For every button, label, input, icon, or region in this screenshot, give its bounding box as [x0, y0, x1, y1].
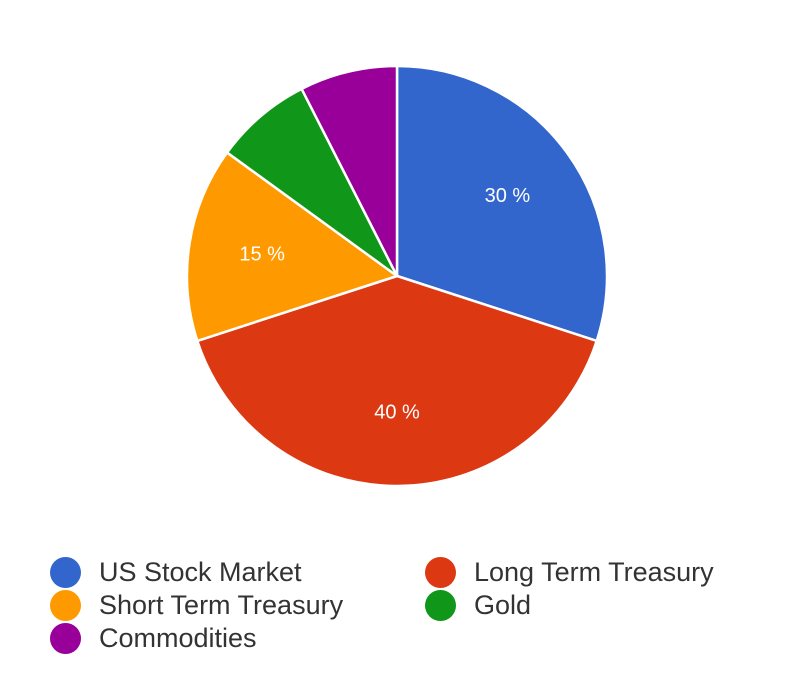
- legend-item-commodities[interactable]: Commodities: [50, 623, 425, 654]
- legend-swatch-long-term-treasury: [425, 557, 456, 588]
- slice-label-us-stock-market: 30 %: [485, 185, 531, 207]
- legend-label-commodities: Commodities: [99, 623, 257, 653]
- slice-label-short-term-treasury: 15 %: [239, 244, 285, 266]
- legend-swatch-us-stock-market: [50, 557, 81, 588]
- legend-swatch-commodities: [50, 623, 81, 654]
- pie-slice-short-term-treasury[interactable]: [185, 151, 399, 343]
- slice-label-long-term-treasury: 40 %: [374, 402, 420, 424]
- legend-item-long-term-treasury[interactable]: Long Term Treasury: [425, 557, 755, 588]
- slice-labels: 30 % 40 % 15 %: [239, 185, 530, 424]
- pie-chart-svg: 30 % 40 % 15 %: [185, 64, 609, 488]
- legend-label-short-term-treasury: Short Term Treasury: [99, 590, 344, 620]
- legend-row: Short Term Treasury Gold: [50, 589, 770, 622]
- legend-label-us-stock-market: US Stock Market: [99, 557, 302, 587]
- pie-slice-commodities[interactable]: [300, 64, 399, 278]
- legend-label-long-term-treasury: Long Term Treasury: [474, 557, 714, 587]
- legend-swatch-gold: [425, 590, 456, 621]
- legend-swatch-short-term-treasury: [50, 590, 81, 621]
- legend-item-short-term-treasury[interactable]: Short Term Treasury: [50, 590, 425, 621]
- legend-row: US Stock Market Long Term Treasury: [50, 556, 770, 589]
- legend: US Stock Market Long Term Treasury Short…: [50, 556, 770, 655]
- legend-item-us-stock-market[interactable]: US Stock Market: [50, 557, 425, 588]
- pie-slice-gold[interactable]: [225, 87, 399, 278]
- pie-slice-long-term-treasury[interactable]: [196, 274, 598, 488]
- legend-row: Commodities: [50, 622, 770, 655]
- pie-slice-us-stock-market[interactable]: [395, 64, 609, 343]
- legend-label-gold: Gold: [474, 590, 532, 620]
- legend-item-gold[interactable]: Gold: [425, 590, 755, 621]
